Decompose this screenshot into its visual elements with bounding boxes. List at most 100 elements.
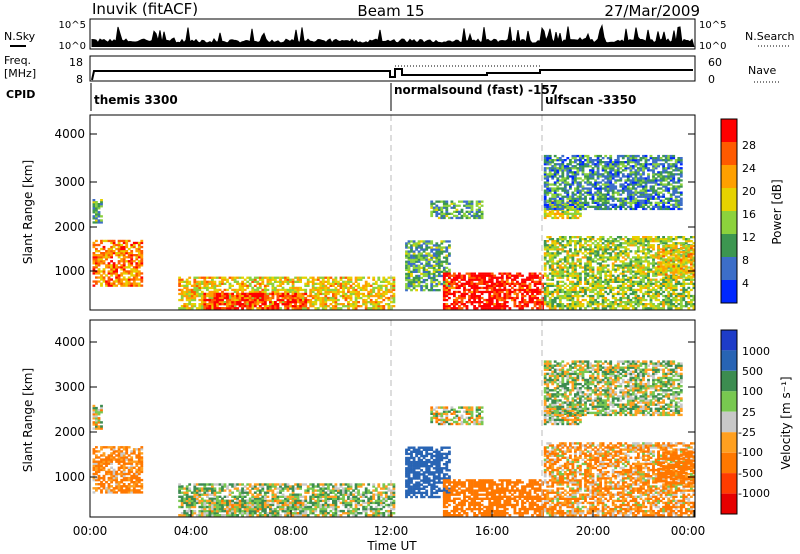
- power-cell: [626, 248, 630, 251]
- power-cell: [198, 288, 202, 292]
- power-cell: [475, 208, 479, 211]
- power-cell: [236, 292, 239, 296]
- power-cell: [574, 240, 577, 243]
- power-cell: [195, 286, 199, 290]
- power-cell: [490, 298, 494, 302]
- power-cell: [551, 244, 555, 247]
- power-cell: [221, 276, 224, 279]
- power-cell: [221, 292, 224, 296]
- power-cell: [563, 296, 567, 300]
- power-cell: [410, 244, 413, 247]
- power-cell: [589, 276, 592, 279]
- power-cell: [422, 289, 426, 292]
- power-cell: [243, 292, 247, 296]
- power-cell: [127, 239, 131, 243]
- power-cell: [490, 272, 494, 275]
- power-cell: [465, 216, 469, 220]
- power-cell: [599, 290, 602, 294]
- power-cell: [203, 276, 207, 279]
- power-cell: [561, 307, 565, 310]
- power-cell: [672, 290, 676, 294]
- power-cell: [508, 272, 512, 275]
- power-cell: [137, 270, 141, 273]
- power-cell: [490, 276, 494, 279]
- power-cell: [644, 274, 648, 277]
- power-cell: [626, 280, 630, 283]
- power-cell: [495, 294, 499, 298]
- power-cell: [634, 292, 638, 296]
- power-cell: [621, 242, 625, 245]
- power-cell: [279, 280, 282, 283]
- power-cell: [576, 163, 580, 166]
- power-cell: [258, 296, 262, 300]
- power-cell: [556, 242, 560, 245]
- power-cell: [594, 292, 597, 296]
- power-cell: [594, 301, 597, 304]
- power-cell: [556, 262, 560, 265]
- power-cell: [228, 303, 232, 306]
- power-cell: [178, 288, 181, 292]
- power-cell: [594, 254, 597, 257]
- power-cell: [546, 260, 550, 263]
- power-cell: [359, 286, 363, 290]
- power-cell: [92, 205, 96, 208]
- power-cell: [690, 272, 693, 275]
- power-cell: [198, 303, 202, 306]
- power-cell: [266, 284, 270, 287]
- power-cell: [470, 276, 474, 279]
- power-cell: [604, 290, 608, 294]
- power-cell: [430, 214, 434, 218]
- power-cell: [591, 288, 595, 292]
- power-cell: [195, 276, 199, 279]
- power-cell: [657, 197, 660, 200]
- power-cell: [518, 288, 522, 292]
- power-cell: [279, 278, 282, 281]
- power-cell: [576, 205, 580, 208]
- power-cell: [478, 303, 481, 306]
- power-cell: [463, 200, 466, 203]
- power-cell: [649, 179, 653, 182]
- power-cell: [684, 288, 688, 292]
- power-cell: [639, 199, 643, 202]
- power-cell: [122, 256, 126, 259]
- power-cell: [624, 307, 628, 310]
- power-cell: [679, 303, 683, 306]
- power-cell: [599, 268, 602, 271]
- power-cell: [614, 260, 618, 263]
- power-cell: [453, 272, 456, 275]
- power-cell: [185, 298, 189, 302]
- power-cell: [591, 274, 595, 277]
- power-cell: [606, 268, 610, 271]
- power-cell: [203, 294, 207, 298]
- power-cell: [450, 274, 454, 277]
- power-cell: [483, 286, 486, 290]
- power-cell: [616, 179, 620, 182]
- power-cell: [427, 274, 431, 278]
- power-cell: [596, 157, 600, 160]
- power-cell: [354, 288, 358, 292]
- power-cell: [508, 294, 512, 298]
- power-cell: [626, 238, 630, 241]
- power-cell: [571, 266, 575, 269]
- power-cell: [682, 282, 686, 285]
- power-cell: [609, 154, 613, 158]
- power-cell: [203, 305, 207, 308]
- power-cell: [130, 245, 134, 249]
- power-cell: [639, 268, 643, 271]
- power-cell: [626, 284, 630, 287]
- power-cell: [485, 288, 489, 292]
- power-cell: [642, 244, 645, 247]
- power-cell: [369, 303, 373, 306]
- power-cell: [579, 248, 582, 251]
- power-cell: [611, 292, 615, 296]
- power-cell: [256, 282, 260, 285]
- power-cell: [117, 260, 121, 263]
- power-cell: [584, 266, 587, 269]
- power-cell: [243, 284, 247, 287]
- power-cell: [647, 244, 650, 247]
- power-cell: [349, 292, 353, 296]
- power-cell: [609, 185, 613, 188]
- power-cell: [599, 185, 602, 188]
- power-cell: [652, 181, 655, 184]
- power-cell: [629, 169, 633, 172]
